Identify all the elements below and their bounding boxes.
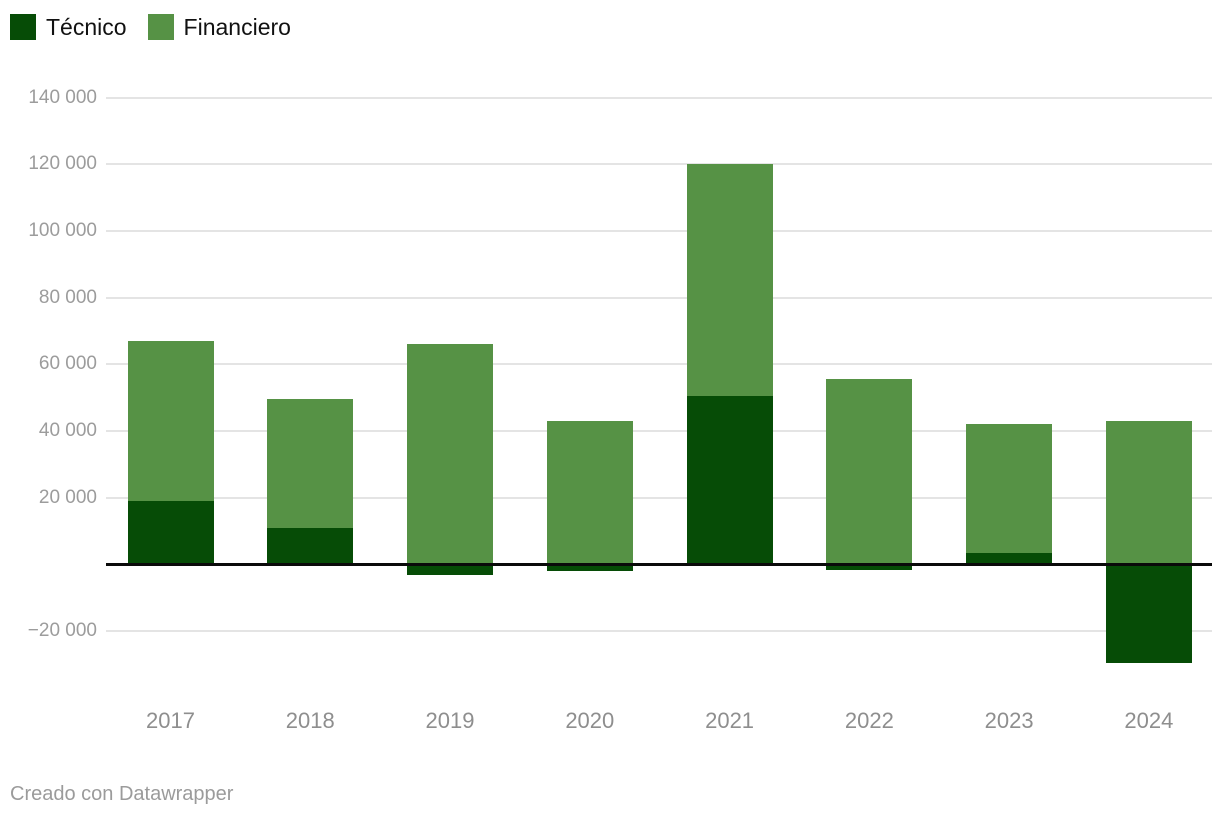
bar-segment-tecnico-2021: [686, 396, 773, 565]
bar-segment-tecnico-2024: [1105, 564, 1192, 663]
bar-segment-financiero-2024: [1105, 421, 1192, 565]
gridline--20000: [106, 630, 1212, 633]
gridline-60000: [106, 363, 1212, 366]
bar-segment-financiero-2020: [546, 421, 633, 565]
bar-segment-tecnico-2023: [966, 552, 1053, 565]
y-axis-tick-label: 80 000: [38, 286, 97, 308]
y-axis-tick-label: 60 000: [38, 353, 97, 375]
y-axis-tick-label: 40 000: [38, 420, 97, 442]
bar-segment-tecnico-2019: [407, 564, 494, 575]
gridline-120000: [106, 163, 1212, 166]
bar-segment-financiero-2018: [267, 399, 354, 528]
bar-segment-tecnico-2020: [546, 564, 633, 572]
bar-segment-financiero-2023: [966, 424, 1053, 553]
x-axis-label-2019: 2019: [425, 708, 475, 733]
y-axis-tick-label: 100 000: [28, 220, 97, 241]
x-axis-label-2017: 2017: [146, 708, 195, 733]
gridline-20000: [106, 496, 1212, 499]
bar-segment-tecnico-2017: [127, 501, 214, 565]
gridline-40000: [106, 430, 1212, 433]
gridline-140000: [106, 96, 1212, 99]
legend-item-financiero: Financiero: [147, 13, 291, 40]
x-axis-label-2022: 2022: [844, 708, 894, 733]
bar-segment-financiero-2021: [686, 164, 773, 397]
gridline-80000: [106, 296, 1212, 299]
x-axis-label-2024: 2024: [1124, 708, 1174, 733]
y-axis-tick-label: 20 000: [38, 486, 97, 508]
y-axis-tick-label: −20 000: [27, 620, 97, 642]
legend-item-tecnico: Técnico: [10, 14, 127, 40]
legend: Técnico Financiero: [10, 14, 291, 40]
bar-segment-financiero-2022: [826, 379, 913, 565]
x-axis-label-2021: 2021: [705, 708, 755, 733]
legend-swatch-financiero-icon: [147, 14, 174, 40]
gridline-100000: [106, 230, 1212, 232]
zero-baseline: [106, 563, 1212, 566]
x-axis-label-2018: 2018: [285, 708, 335, 733]
legend-swatch-tecnico-icon: [10, 14, 36, 40]
bar-segment-financiero-2017: [127, 341, 214, 502]
bar-segment-tecnico-2018: [267, 527, 354, 565]
legend-label-tecnico: Técnico: [46, 13, 127, 40]
bar-segment-tecnico-2022: [826, 564, 913, 570]
bar-segment-financiero-2019: [407, 344, 494, 565]
x-axis-label-2023: 2023: [984, 708, 1034, 733]
y-axis-tick-label: 120 000: [28, 153, 97, 175]
attribution-link[interactable]: Creado con Datawrapper: [10, 783, 234, 805]
legend-label-financiero: Financiero: [183, 13, 291, 40]
x-axis-label-2020: 2020: [565, 708, 615, 733]
y-axis-tick-label: 140 000: [28, 86, 97, 108]
